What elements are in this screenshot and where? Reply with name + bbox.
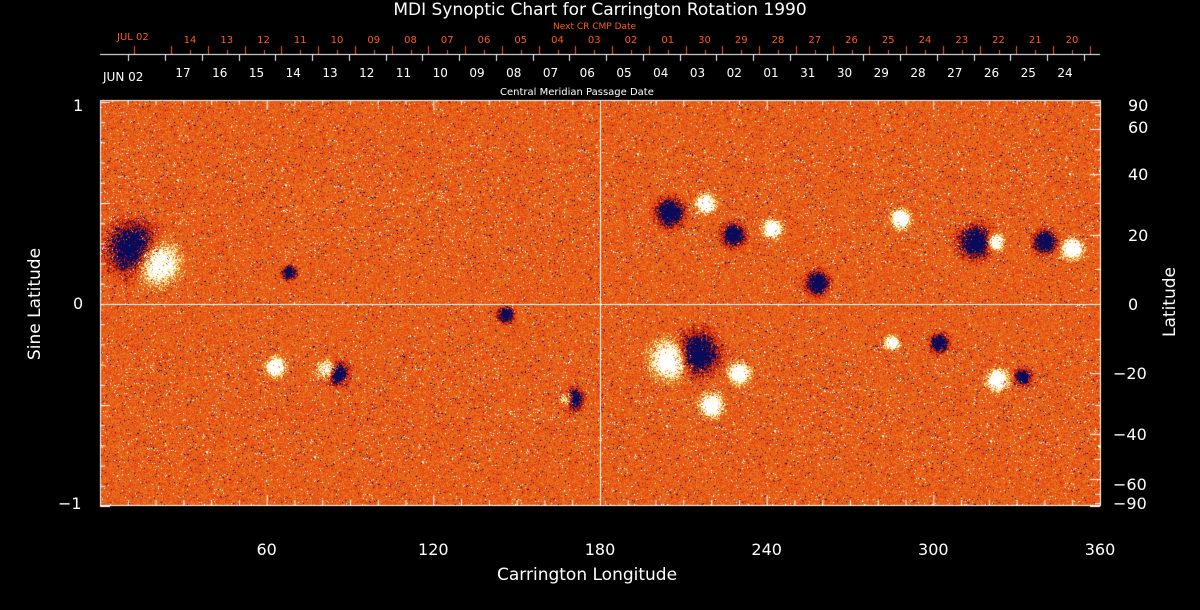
orange-date-tick: 01: [661, 35, 675, 46]
cmp-date-tick: 04: [653, 66, 669, 80]
cmp-date-tick: 06: [579, 66, 595, 80]
orange-date-tick: 24: [918, 35, 932, 46]
orange-date-tick: 08: [404, 35, 417, 46]
y-tick-left: 0: [73, 294, 84, 313]
orange-date-tick: 11: [293, 35, 307, 46]
orange-date-tick: 07: [440, 35, 454, 46]
cmp-date-tick: 12: [359, 66, 375, 80]
orange-date-tick: 27: [808, 35, 822, 46]
y-tick-right: 20: [1128, 225, 1149, 245]
orange-start-label: JUL 02: [117, 32, 149, 43]
y-tick-right: 60: [1128, 118, 1149, 137]
cmp-date-tick: 27: [947, 66, 963, 80]
x-tick: 60: [256, 540, 277, 559]
cmp-date-tick: 14: [285, 66, 301, 80]
orange-date-tick: 13: [220, 35, 234, 46]
cmp-date-tick: 01: [763, 66, 779, 80]
chart-title: MDI Synoptic Chart for Carrington Rotati…: [393, 0, 807, 20]
y-tick-right: −90: [1113, 494, 1147, 513]
orange-date-tick: 12: [257, 35, 270, 46]
cmp-date-tick: 16: [212, 66, 228, 80]
x-tick: 120: [418, 540, 449, 559]
y-tick-right: −20: [1113, 364, 1147, 384]
orange-date-tick: 21: [1028, 35, 1042, 46]
cmp-date-tick: 02: [726, 66, 742, 80]
cmp-date-tick: 28: [910, 66, 926, 80]
x-tick: 300: [918, 540, 949, 559]
cmp-date-tick: 13: [322, 66, 338, 80]
y-axis-label-right: Latitude: [1160, 267, 1180, 337]
y-tick-left: 1: [73, 96, 84, 115]
y-tick-right: −40: [1113, 424, 1147, 444]
y-tick-right: 0: [1128, 295, 1139, 314]
orange-date-tick: 05: [514, 35, 528, 46]
orange-date-tick: 25: [881, 35, 895, 46]
cmp-date-tick: 31: [800, 66, 816, 80]
cmp-date-tick: 08: [506, 66, 522, 80]
orange-date-tick: 09: [367, 35, 381, 46]
cmp-date-tick: 09: [469, 66, 485, 80]
cmp-date-tick: 07: [542, 66, 559, 80]
orange-date-tick: 30: [698, 35, 711, 46]
cmp-date-tick: 15: [248, 66, 265, 80]
cmp-date-tick: 05: [616, 66, 632, 80]
next-cr-axis-label: Next CR CMP Date: [553, 22, 637, 32]
y-axis-label-left: Sine Latitude: [25, 247, 45, 361]
orange-date-tick: 23: [955, 35, 969, 46]
orange-date-tick: 29: [734, 35, 748, 46]
x-tick: 240: [751, 540, 782, 559]
y-tick-right: −60: [1113, 475, 1147, 494]
orange-date-tick: 06: [477, 35, 491, 46]
x-axis-label: Carrington Longitude: [497, 565, 678, 585]
cmp-date-tick: 30: [836, 66, 853, 80]
orange-date-tick: 28: [771, 35, 785, 46]
orange-date-tick: 20: [1065, 35, 1079, 46]
cmp-date-tick: 11: [395, 66, 412, 80]
y-tick-right: 90: [1128, 96, 1149, 115]
orange-date-tick: 22: [992, 35, 1005, 46]
orange-date-tick: 02: [624, 35, 638, 46]
x-tick: 180: [584, 540, 616, 559]
cmp-date-tick: 25: [1020, 66, 1036, 80]
y-tick-right: 40: [1128, 165, 1149, 185]
cmp-date-tick: 26: [983, 66, 1000, 80]
orange-date-tick: 03: [587, 35, 601, 46]
white-start-label: JUN 02: [103, 70, 144, 84]
cmp-date-tick: 10: [432, 66, 448, 80]
orange-date-tick: 04: [551, 35, 564, 46]
cmp-date-tick: 17: [175, 66, 191, 80]
cmp-axis-label: Central Meridian Passage Date: [500, 87, 654, 98]
orange-date-tick: 14: [183, 35, 197, 46]
orange-date-tick: 10: [330, 35, 344, 46]
y-tick-left: −1: [58, 494, 82, 513]
cmp-date-tick: 03: [689, 66, 706, 80]
cmp-date-tick: 29: [873, 66, 889, 80]
x-tick: 360: [1084, 540, 1116, 559]
orange-date-tick: 26: [845, 35, 858, 46]
cmp-date-tick: 24: [1057, 66, 1073, 80]
